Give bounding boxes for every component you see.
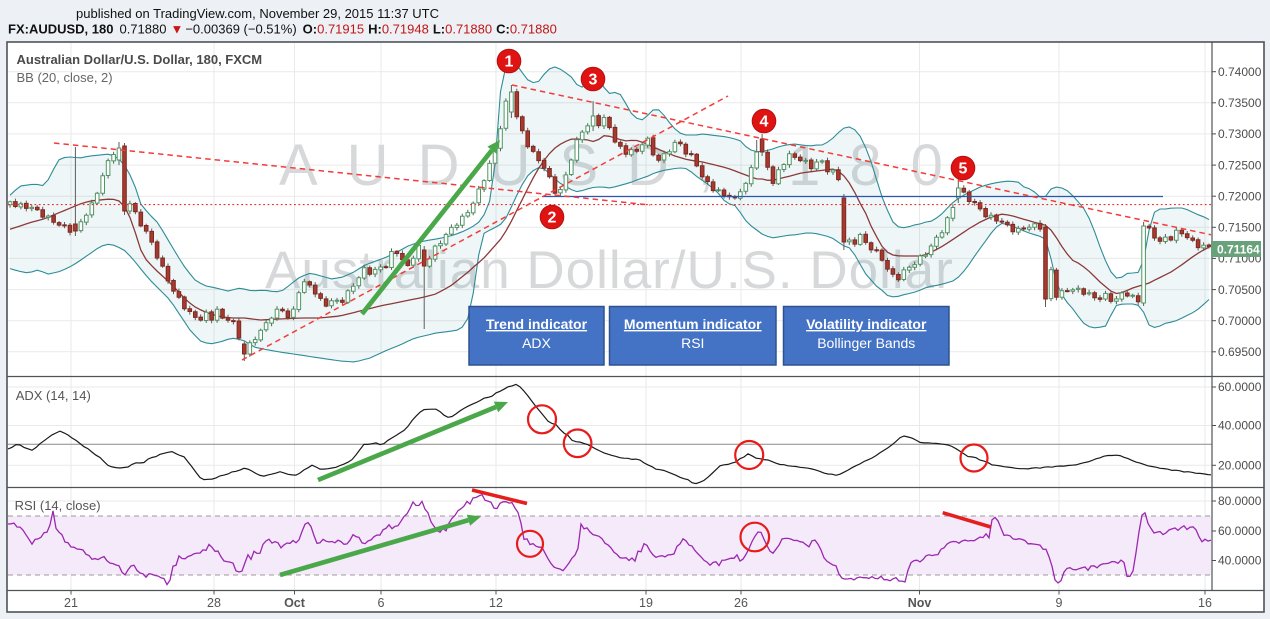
svg-text:Volatility indicator: Volatility indicator [806,316,927,332]
svg-text:0.70000: 0.70000 [1218,314,1262,328]
svg-text:0.72000: 0.72000 [1218,189,1262,203]
svg-text:40.0000: 40.0000 [1218,554,1262,568]
svg-text:20.0000: 20.0000 [1218,459,1262,473]
svg-text:0.73500: 0.73500 [1218,96,1262,110]
svg-text:80.0000: 80.0000 [1218,494,1262,508]
svg-text:5: 5 [959,161,968,178]
svg-text:21: 21 [64,596,78,610]
svg-text:0.73000: 0.73000 [1218,127,1262,141]
svg-text:9: 9 [1056,596,1063,610]
svg-text:RSI (14, close): RSI (14, close) [15,498,101,513]
svg-text:Momentum indicator: Momentum indicator [624,316,762,332]
svg-text:60.0000: 60.0000 [1218,524,1262,538]
svg-text:12: 12 [489,596,503,610]
svg-text:Bollinger Bands: Bollinger Bands [817,335,915,351]
svg-text:BB (20, close, 2): BB (20, close, 2) [17,70,113,85]
svg-text:0.69500: 0.69500 [1218,345,1262,359]
svg-text:6: 6 [378,596,385,610]
svg-text:19: 19 [639,596,653,610]
svg-text:0.71164: 0.71164 [1217,243,1260,257]
svg-text:Trend indicator: Trend indicator [486,316,588,332]
svg-text:Nov: Nov [908,596,932,610]
svg-text:2: 2 [548,210,557,227]
svg-text:40.0000: 40.0000 [1218,419,1262,433]
svg-text:0.72500: 0.72500 [1218,158,1262,172]
svg-text:Australian Dollar/U.S. Dollar,: Australian Dollar/U.S. Dollar, 180, FXCM [17,52,263,67]
svg-text:ADX: ADX [522,335,551,351]
svg-text:16: 16 [1198,596,1212,610]
svg-text:1: 1 [505,54,514,71]
svg-text:RSI: RSI [681,335,704,351]
svg-text:4: 4 [760,114,769,131]
svg-text:3: 3 [589,72,598,89]
svg-text:0.74000: 0.74000 [1218,65,1262,79]
svg-text:ADX (14, 14): ADX (14, 14) [16,388,91,403]
svg-text:28: 28 [207,596,221,610]
svg-text:0.70500: 0.70500 [1218,283,1262,297]
svg-text:60.0000: 60.0000 [1218,380,1262,394]
svg-text:0.71500: 0.71500 [1218,221,1262,235]
svg-text:Oct: Oct [284,596,306,610]
svg-text:published on TradingView.com,: published on TradingView.com, November 2… [76,6,439,21]
svg-text:26: 26 [734,596,748,610]
